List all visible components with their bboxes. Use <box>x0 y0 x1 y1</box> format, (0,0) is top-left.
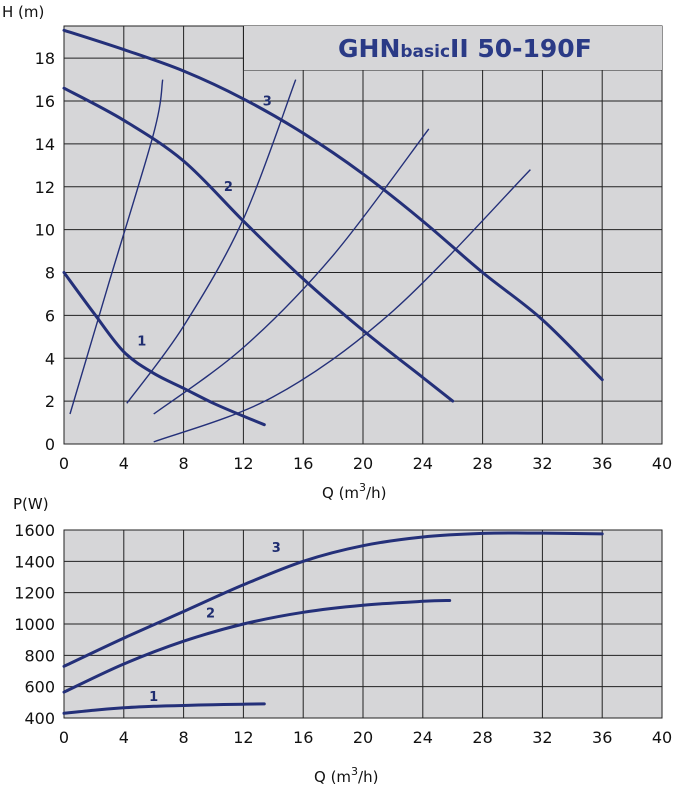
power-x-label-sup: 3 <box>351 765 358 778</box>
power-y-tick-label: 800 <box>24 646 55 665</box>
power-x-tick-label: 24 <box>413 728 433 747</box>
head-y-tick-label: 4 <box>45 349 55 368</box>
chart-title: GHNbasicII 50-190F <box>338 34 592 63</box>
system-curve <box>153 169 531 443</box>
head-curve-labels: 1 2 3 <box>137 94 272 349</box>
head-curve-label-3: 3 <box>263 94 272 109</box>
power-x-tick-label: 4 <box>119 728 129 747</box>
head-y-tick-label: 6 <box>45 306 55 325</box>
system-curve <box>126 79 297 404</box>
head-x-tick-label: 12 <box>233 454 253 473</box>
head-y-tick-label: 10 <box>35 221 55 240</box>
head-y-tick-label: 14 <box>35 135 55 154</box>
power-y-tick-label: 600 <box>24 678 55 697</box>
head-y-axis-label: H (m) <box>2 3 44 21</box>
power-x-tick-label: 40 <box>652 728 672 747</box>
system-curves <box>69 79 531 443</box>
head-y-tick-label: 2 <box>45 392 55 411</box>
power-x-axis-label: Q (m3/h) <box>314 765 378 786</box>
head-y-tick-labels: 0 2 4 6 8 10 12 14 16 18 <box>35 49 55 454</box>
power-curves <box>62 531 604 715</box>
power-y-tick-label: 1200 <box>14 584 55 603</box>
power-x-tick-label: 12 <box>233 728 253 747</box>
head-x-tick-label: 32 <box>532 454 552 473</box>
power-grid <box>64 530 662 718</box>
power-y-tick-label: 400 <box>24 709 55 728</box>
head-x-tick-label: 20 <box>353 454 373 473</box>
head-x-tick-label: 40 <box>652 454 672 473</box>
head-curve-3 <box>62 28 604 382</box>
head-y-tick-label: 18 <box>35 49 55 68</box>
head-curve-label-2: 2 <box>224 180 233 195</box>
head-x-axis-label: Q (m3/h) <box>322 481 386 502</box>
power-curve-2 <box>62 599 452 694</box>
head-x-tick-label: 36 <box>592 454 612 473</box>
head-x-tick-label: 4 <box>119 454 129 473</box>
head-x-tick-label: 8 <box>179 454 189 473</box>
power-x-tick-label: 32 <box>532 728 552 747</box>
chart-title-part-1: GHN <box>338 34 400 63</box>
head-curves <box>62 28 604 427</box>
power-x-tick-label: 20 <box>353 728 373 747</box>
head-x-tick-label: 0 <box>59 454 69 473</box>
power-curve-label-1: 1 <box>149 690 158 705</box>
system-curve <box>69 79 164 415</box>
power-x-tick-label: 0 <box>59 728 69 747</box>
power-x-tick-label: 8 <box>179 728 189 747</box>
power-x-tick-label: 16 <box>293 728 313 747</box>
power-y-tick-label: 1600 <box>14 521 55 540</box>
power-curve-1 <box>62 702 266 715</box>
power-y-tick-label: 1000 <box>14 615 55 634</box>
power-curve-labels: 1 2 3 <box>149 541 281 705</box>
head-x-label-part-1: Q (m <box>322 484 359 502</box>
power-flow-chart: 123 0 4 8 12 16 20 24 28 32 36 40 4006008001000120… <box>13 495 672 786</box>
power-curve-3 <box>62 531 604 668</box>
head-y-tick-label: 16 <box>35 92 55 111</box>
head-x-label-sup: 3 <box>359 481 366 494</box>
power-x-tick-labels: 0 4 8 12 16 20 24 28 32 36 40 <box>59 728 672 747</box>
power-x-label-part-2: /h) <box>358 768 378 786</box>
head-x-label-part-2: /h) <box>366 484 386 502</box>
head-curve-2 <box>62 86 455 403</box>
head-curve-1 <box>62 271 266 427</box>
power-x-tick-label: 28 <box>472 728 492 747</box>
power-y-tick-labels: 400 600 800 1000 1200 1400 1600 <box>14 521 55 728</box>
chart-title-part-3: II 50-190F <box>450 34 592 63</box>
system-curve <box>153 128 430 415</box>
chart-title-part-2: basic <box>400 42 450 62</box>
power-x-label-part-1: Q (m <box>314 768 351 786</box>
head-y-tick-label: 12 <box>35 178 55 197</box>
head-curve-label-1: 1 <box>137 334 146 349</box>
power-y-tick-label: 1400 <box>14 552 55 571</box>
title-box <box>244 26 662 70</box>
power-y-axis-label: P(W) <box>13 495 49 513</box>
power-curve-label-3: 3 <box>272 541 281 556</box>
head-x-tick-label: 28 <box>472 454 492 473</box>
head-flow-chart: GHNbasicII 50-190F 123 0 4 8 12 16 20 24 28 32 36… <box>2 3 672 502</box>
head-x-tick-labels: 0 4 8 12 16 20 24 28 32 36 40 <box>59 454 672 473</box>
head-x-tick-label: 24 <box>413 454 433 473</box>
head-y-tick-label: 8 <box>45 264 55 283</box>
power-curve-label-2: 2 <box>206 607 215 622</box>
power-x-tick-label: 36 <box>592 728 612 747</box>
head-y-tick-label: 0 <box>45 435 55 454</box>
head-x-tick-label: 16 <box>293 454 313 473</box>
